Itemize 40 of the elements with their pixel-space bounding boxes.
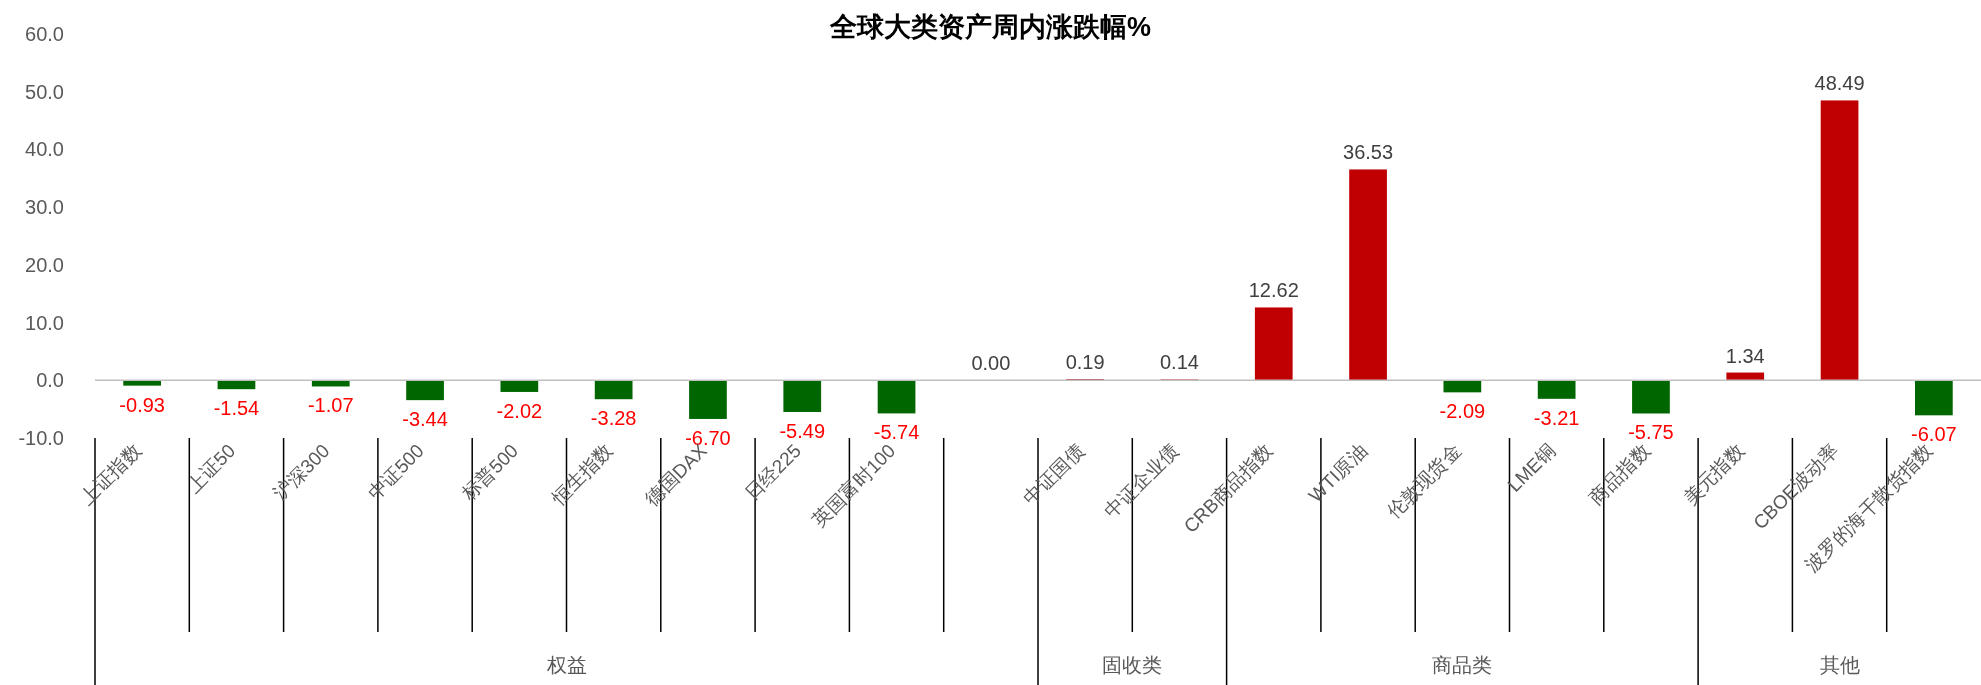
text: 固收类 — [1102, 654, 1163, 676]
y-tick-label: -10.0 — [18, 427, 64, 449]
data-label: 12.62 — [1248, 279, 1299, 302]
data-label: -1.07 — [307, 394, 354, 417]
y-tick-label: 0.0 — [36, 369, 64, 392]
chart-title: 全球大类资产周内涨跌幅% — [828, 12, 1152, 42]
y-tick-label: 20.0 — [25, 253, 64, 276]
data-label: -6.07 — [1911, 423, 1957, 446]
y-tick-label: 10.0 — [25, 311, 64, 334]
data-label: -5.49 — [779, 419, 826, 442]
data-label: 48.49 — [1814, 72, 1865, 95]
data-label: -2.09 — [1439, 400, 1486, 423]
text: 其他 — [1819, 654, 1860, 676]
x-tick-label: 沪深300 — [269, 439, 334, 505]
x-tick-label: 上证指数 — [76, 439, 145, 509]
x-tick-label: 上证50 — [182, 439, 240, 497]
y-tick-label: 50.0 — [25, 80, 64, 103]
data-label: -0.93 — [119, 393, 165, 416]
y-tick-label: 40.0 — [25, 138, 64, 161]
x-tick-label: 美元指数 — [1679, 439, 1749, 509]
y-tick-label: 60.0 — [25, 23, 64, 45]
text: 商品类 — [1432, 654, 1493, 676]
x-tick-label: 标普500 — [457, 439, 523, 505]
data-label: 0.00 — [971, 352, 1011, 375]
data-label: 36.53 — [1343, 141, 1394, 164]
data-label: 0.14 — [1159, 351, 1199, 374]
data-label: -3.28 — [590, 407, 637, 430]
x-tick-label: 伦敦现货金 — [1383, 439, 1466, 522]
data-label: -1.54 — [213, 397, 260, 420]
data-label: -3.44 — [402, 408, 448, 431]
x-tick-label: 中证企业债 — [1100, 439, 1183, 522]
data-label: -3.21 — [1533, 406, 1580, 429]
data-label: -2.02 — [496, 399, 543, 422]
x-tick-label: 恒生指数 — [547, 439, 617, 510]
data-label: 0.19 — [1065, 351, 1105, 374]
x-tick-label: 中证500 — [363, 439, 428, 505]
y-tick-label: 30.0 — [25, 196, 64, 219]
x-tick-label: 中证国债 — [1019, 439, 1088, 509]
data-label: 1.34 — [1725, 344, 1765, 367]
text: 权益 — [545, 654, 587, 676]
